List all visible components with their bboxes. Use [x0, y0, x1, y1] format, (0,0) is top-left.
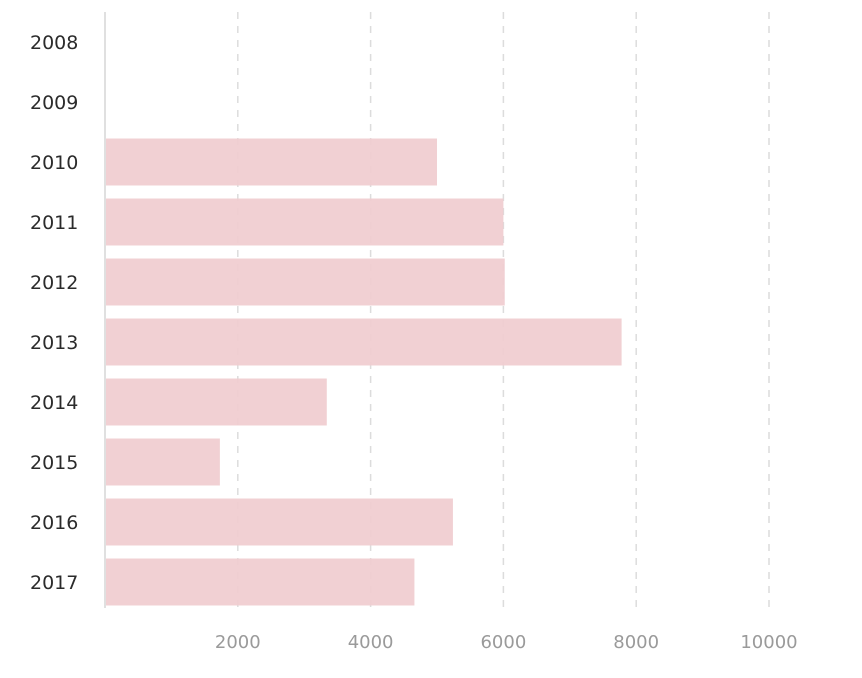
x-tick-label-4000: 4000: [348, 632, 394, 653]
y-tick-label-2008: 2008: [30, 32, 78, 54]
bar-2011: [106, 198, 504, 246]
y-tick-label-2009: 2009: [30, 92, 78, 114]
x-tick-label-10000: 10000: [740, 632, 797, 653]
y-tick-labels: 2008 2009 2010 2011 2012 2013 2014 2015 2016 2017: [30, 32, 78, 594]
x-tick-label-2000: 2000: [215, 632, 261, 653]
bar-layer: [106, 138, 622, 606]
x-tick-label-6000: 6000: [480, 632, 526, 653]
y-tick-label-2015: 2015: [30, 452, 78, 474]
bar-2015: [106, 438, 220, 486]
bar-2013: [106, 318, 622, 366]
y-tick-label-2012: 2012: [30, 272, 78, 294]
x-tick-label-8000: 8000: [613, 632, 659, 653]
bar-2010: [106, 138, 437, 186]
y-tick-label-2013: 2013: [30, 332, 78, 354]
y-tick-label-2011: 2011: [30, 212, 78, 234]
y-tick-label-2017: 2017: [30, 572, 78, 594]
bar-2017: [106, 558, 415, 606]
y-tick-label-2014: 2014: [30, 392, 78, 414]
bar-2016: [106, 498, 453, 546]
x-tick-labels: 2000 4000 6000 8000 10000: [215, 632, 798, 653]
y-tick-label-2016: 2016: [30, 512, 78, 534]
y-tick-label-2010: 2010: [30, 152, 78, 174]
bar-2014: [106, 378, 327, 426]
bar-2012: [106, 258, 505, 306]
